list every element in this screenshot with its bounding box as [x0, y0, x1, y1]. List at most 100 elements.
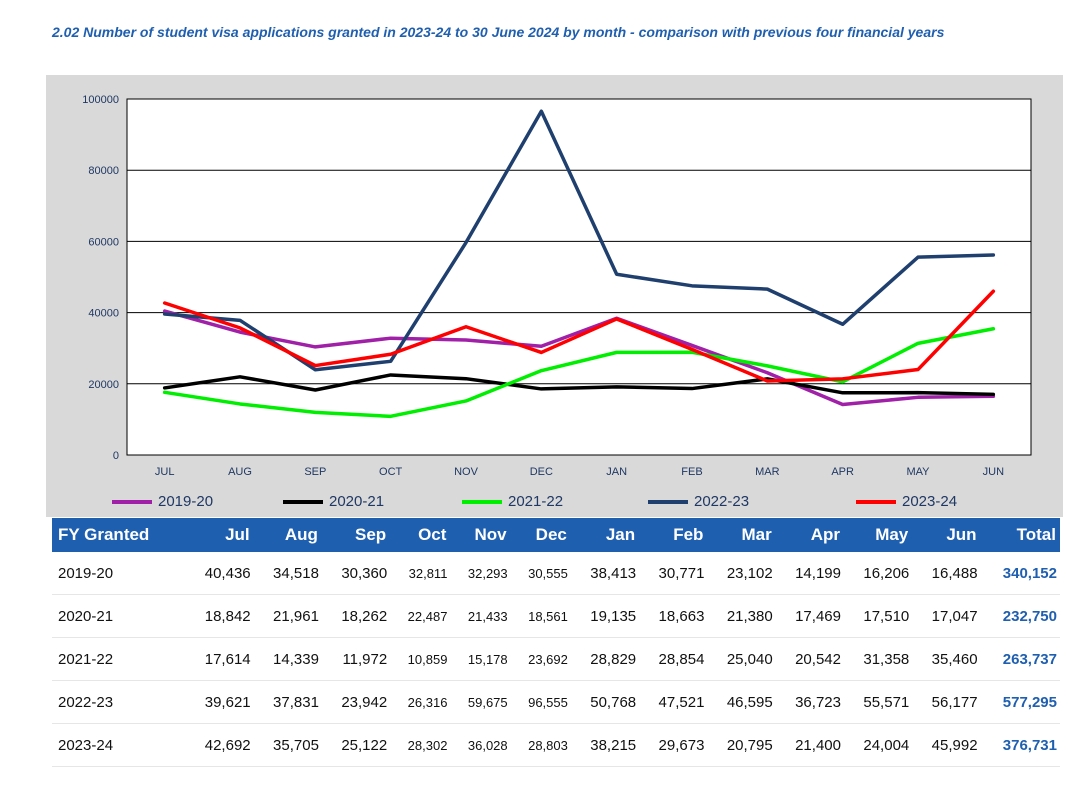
- table-cell: 25,122: [321, 723, 391, 767]
- table-cell: 30,555: [510, 552, 571, 595]
- series-line-2023-24: [162, 289, 996, 383]
- table-cell: 18,262: [321, 594, 391, 638]
- table-cell: 40,436: [185, 552, 254, 595]
- y-tick-label: 40000: [88, 308, 119, 320]
- table-cell: 15,178: [450, 637, 511, 681]
- y-tick-label: 20000: [88, 379, 119, 391]
- table-row: 2019-20 40,436 34,518 30,360 32,811 32,293 30,…: [52, 552, 1060, 595]
- table-body: 2019-20 40,436 34,518 30,360 32,811 32,293 30,…: [52, 552, 1060, 767]
- chart-panel: 0 20000 40000 60000 80000 100000 JUL AUG SEP OCT N…: [46, 75, 1063, 517]
- table-cell: 20,542: [775, 637, 844, 681]
- table-cell: 16,488: [912, 552, 981, 595]
- table-cell: 29,673: [639, 723, 708, 767]
- line-chart: 0 20000 40000 60000 80000 100000 JUL AUG SEP OCT N…: [82, 94, 1032, 478]
- row-total: 232,750: [980, 594, 1060, 638]
- table-cell: 23,102: [707, 552, 776, 595]
- column-header: Dec: [510, 518, 571, 552]
- table-cell: 32,293: [450, 552, 511, 595]
- table-cell: 30,771: [639, 552, 708, 595]
- row-total: 376,731: [980, 723, 1060, 767]
- row-total: 577,295: [980, 680, 1060, 724]
- table-cell: 30,360: [321, 552, 391, 595]
- table-cell: 10,859: [390, 637, 451, 681]
- table-row: 2022-23 39,621 37,831 23,942 26,316 59,675 96,…: [52, 680, 1060, 724]
- x-tick-label: FEB: [681, 466, 702, 478]
- table-cell: 17,614: [185, 637, 254, 681]
- table-cell: 18,842: [185, 594, 254, 638]
- row-year: 2023-24: [52, 723, 186, 767]
- column-header: Jan: [570, 518, 640, 552]
- x-tick-label: AUG: [228, 466, 252, 478]
- legend-item-2023-24: 2023-24: [856, 493, 957, 510]
- table-cell: 24,004: [843, 723, 913, 767]
- table-cell: 56,177: [912, 680, 981, 724]
- y-tick-label: 60000: [88, 236, 119, 248]
- series-line-2021-22: [162, 327, 996, 419]
- grants-table: FY Granted Jul Aug Sep Oct Nov Dec Jan F…: [52, 518, 1060, 767]
- column-header: May: [843, 518, 913, 552]
- row-year: 2022-23: [52, 680, 186, 724]
- table-cell: 23,692: [510, 637, 571, 681]
- legend-label: 2023-24: [902, 493, 958, 510]
- table-cell: 45,992: [912, 723, 981, 767]
- chart-legend: 2019-20 2020-21 2021-22 2022-23 2023-24: [0, 493, 1080, 515]
- row-year: 2021-22: [52, 637, 186, 681]
- table-cell: 19,135: [570, 594, 640, 638]
- table-cell: 39,621: [185, 680, 254, 724]
- series-line-2020-21: [162, 373, 996, 397]
- x-tick-label: APR: [831, 466, 854, 478]
- table-cell: 21,433: [450, 594, 511, 638]
- row-total: 263,737: [980, 637, 1060, 681]
- legend-swatch: [648, 499, 688, 504]
- series-line-2019-20: [162, 309, 996, 407]
- table-cell: 36,723: [775, 680, 844, 724]
- column-header: Nov: [450, 518, 511, 552]
- table-cell: 38,215: [570, 723, 640, 767]
- table-cell: 46,595: [707, 680, 776, 724]
- x-tick-label: JAN: [606, 466, 627, 478]
- table-cell: 18,663: [639, 594, 708, 638]
- table-cell: 32,811: [390, 552, 451, 595]
- column-header: Jul: [185, 518, 254, 552]
- table-cell: 16,206: [843, 552, 913, 595]
- table-cell: 38,413: [570, 552, 640, 595]
- table-cell: 17,047: [912, 594, 981, 638]
- table-cell: 21,400: [775, 723, 844, 767]
- legend-item-2019-20: 2019-20: [112, 493, 213, 510]
- table-row: 2021-22 17,614 14,339 11,972 10,859 15,178 23,…: [52, 637, 1060, 681]
- table-cell: 20,795: [707, 723, 776, 767]
- table-cell: 21,961: [253, 594, 322, 638]
- row-year: 2020-21: [52, 594, 186, 638]
- column-header: Apr: [775, 518, 844, 552]
- row-year: 2019-20: [52, 552, 186, 595]
- table-cell: 14,199: [775, 552, 844, 595]
- x-tick-label: MAR: [755, 466, 780, 478]
- y-tick-label: 80000: [88, 165, 119, 177]
- table-cell: 25,040: [707, 637, 776, 681]
- table-cell: 55,571: [843, 680, 913, 724]
- x-tick-label: SEP: [304, 466, 326, 478]
- y-tick-label: 100000: [82, 94, 119, 106]
- table-cell: 28,302: [390, 723, 451, 767]
- table-cell: 11,972: [321, 637, 391, 681]
- table-cell: 36,028: [450, 723, 511, 767]
- column-header: Feb: [639, 518, 708, 552]
- legend-swatch: [112, 499, 152, 504]
- x-tick-label: NOV: [454, 466, 479, 478]
- x-tick-label: MAY: [906, 466, 930, 478]
- legend-swatch: [462, 499, 502, 504]
- column-header: Jun: [912, 518, 981, 552]
- table-cell: 28,854: [639, 637, 708, 681]
- table-cell: 14,339: [253, 637, 322, 681]
- plot-area: [126, 98, 1032, 456]
- table-cell: 18,561: [510, 594, 571, 638]
- table-cell: 96,555: [510, 680, 571, 724]
- table-header-row: FY Granted Jul Aug Sep Oct Nov Dec Jan F…: [52, 518, 1060, 552]
- y-tick-label: 0: [113, 450, 119, 462]
- x-tick-label: JUN: [983, 466, 1004, 478]
- table-cell: 28,829: [570, 637, 640, 681]
- column-header: Sep: [321, 518, 391, 552]
- x-tick-label: OCT: [379, 466, 403, 478]
- table-cell: 34,518: [253, 552, 322, 595]
- table-cell: 50,768: [570, 680, 640, 724]
